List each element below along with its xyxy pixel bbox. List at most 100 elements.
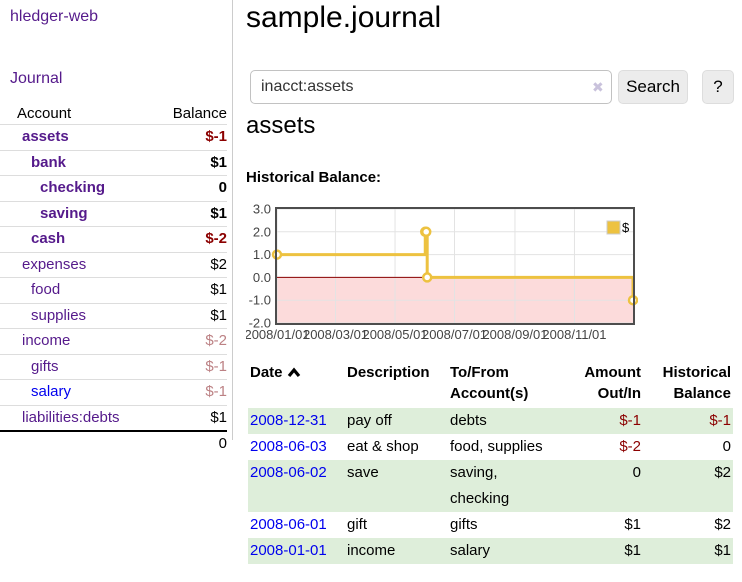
svg-text:2008/01/01: 2008/01/01 — [246, 327, 310, 342]
account-link[interactable]: assets — [22, 128, 69, 145]
transaction-date-link[interactable]: 2008-01-01 — [250, 542, 327, 559]
app-title-link[interactable]: hledger-web — [10, 8, 99, 25]
column-header-amount: Amount Out/In — [584, 364, 641, 402]
account-link[interactable]: supplies — [31, 306, 87, 324]
account-balance: $1 — [210, 153, 227, 171]
balance-column-header: Balance — [172, 105, 227, 122]
register-row: 2008-01-01 income salary $1 $1 — [248, 538, 733, 564]
search-input[interactable] — [250, 70, 612, 104]
svg-text:2008/07/01: 2008/07/01 — [422, 327, 487, 342]
sidebar: hledger-web Journal Account Balance asse… — [0, 0, 233, 452]
account-row-expenses: expenses $2 — [0, 251, 227, 278]
account-link[interactable]: gifts — [31, 357, 59, 375]
transaction-amount: $1 — [624, 516, 641, 533]
transaction-description: income — [347, 542, 396, 559]
sort-ascending-icon — [287, 363, 301, 384]
transaction-accounts: saving, checking — [450, 464, 510, 507]
account-link[interactable]: checking — [40, 179, 106, 196]
transaction-balance: $-1 — [709, 412, 731, 429]
account-link[interactable]: bank — [31, 153, 67, 171]
account-row-liabilities-debts: liabilities:debts $1 — [0, 404, 227, 431]
transaction-accounts: debts — [450, 412, 487, 429]
svg-text:2008/11/01: 2008/11/01 — [542, 327, 606, 342]
account-column-header: Account — [17, 105, 72, 122]
transaction-balance: $1 — [714, 542, 731, 559]
svg-text:1.0: 1.0 — [253, 247, 271, 262]
account-link[interactable]: income — [22, 332, 71, 349]
accounts-table-header: Account Balance — [0, 103, 227, 124]
register-table: Date Description To/From Account(s) Amou… — [248, 362, 733, 564]
accounts-table: Account Balance assets $-1 bank $1 check… — [0, 103, 227, 457]
account-row-gifts: gifts $-1 — [0, 353, 227, 380]
column-header-date-label: Date — [250, 364, 283, 381]
svg-text:2.0: 2.0 — [253, 224, 271, 239]
chart-canvas: $3.0 2.0 1.0 0.0 -1.0 -2.02008/01/012008/03/0… — [244, 202, 639, 342]
sidebar-item-journal[interactable]: Journal — [10, 70, 63, 87]
transaction-balance: 0 — [722, 438, 731, 455]
account-heading: assets — [246, 112, 316, 139]
account-balance: 0 — [218, 179, 227, 196]
account-link[interactable]: saving — [40, 204, 88, 222]
account-row-cash: cash $-2 — [0, 226, 227, 252]
column-header-description: Description — [347, 364, 430, 381]
transaction-accounts: food, supplies — [450, 438, 543, 455]
account-balance: $-1 — [205, 357, 227, 375]
account-balance: $1 — [210, 204, 227, 222]
account-row-saving: saving $1 — [0, 200, 227, 227]
account-row-checking: checking 0 — [0, 175, 227, 201]
account-link[interactable]: salary — [31, 383, 72, 400]
transaction-description: pay off — [347, 412, 392, 429]
account-link[interactable]: expenses — [22, 255, 87, 273]
account-balance: $1 — [210, 408, 227, 426]
account-link[interactable]: food — [31, 281, 61, 298]
svg-text:0.0: 0.0 — [253, 270, 271, 285]
transaction-amount: $-1 — [619, 412, 641, 429]
transaction-description: save — [347, 464, 379, 481]
register-row: 2008-06-01 gift gifts $1 $2 — [248, 512, 733, 538]
account-row-salary: salary $-1 — [0, 379, 227, 405]
accounts-total-row: 0 — [0, 430, 227, 457]
account-row-food: food $1 — [0, 277, 227, 303]
historical-balance-chart: $3.0 2.0 1.0 0.0 -1.0 -2.0 2008/01/01 2008/03/0… — [244, 202, 639, 344]
register-row: 2008-12-31 pay off debts $-1 $-1 — [248, 408, 733, 434]
transaction-date-link[interactable]: 2008-06-03 — [250, 438, 327, 455]
transaction-accounts: gifts — [450, 516, 478, 533]
transaction-amount: $-2 — [619, 438, 641, 455]
account-balance: $1 — [210, 306, 227, 324]
account-balance: $-2 — [205, 332, 227, 349]
account-link[interactable]: cash — [31, 230, 66, 247]
transaction-amount: $1 — [624, 542, 641, 559]
account-balance: $2 — [210, 255, 227, 273]
transaction-date-link[interactable]: 2008-06-01 — [250, 516, 327, 533]
svg-text:2008/05/01: 2008/05/01 — [362, 327, 427, 342]
transaction-date-link[interactable]: 2008-06-02 — [250, 464, 327, 481]
svg-text:-2.0: -2.0 — [249, 316, 271, 331]
account-row-income: income $-2 — [0, 328, 227, 354]
column-header-balance: Historical Balance — [662, 364, 731, 402]
svg-text:2008/09/01: 2008/09/01 — [482, 327, 547, 342]
help-button[interactable]: ? — [702, 70, 734, 104]
account-row-bank: bank $1 — [0, 149, 227, 176]
account-row-supplies: supplies $1 — [0, 302, 227, 329]
transaction-description: gift — [347, 516, 368, 533]
transaction-date-link[interactable]: 2008-12-31 — [250, 412, 327, 429]
chart-heading: Historical Balance: — [246, 169, 382, 186]
account-link[interactable]: liabilities:debts — [22, 408, 120, 426]
transaction-balance: $2 — [714, 464, 731, 481]
account-row-assets: assets $-1 — [0, 124, 227, 150]
account-balance: $-2 — [205, 230, 227, 247]
clear-search-icon[interactable]: ✖ — [592, 79, 604, 95]
svg-text:-1.0: -1.0 — [249, 293, 271, 308]
column-header-date[interactable]: Date — [248, 362, 345, 408]
register-row: 2008-06-03 eat & shop food, supplies $-2… — [248, 434, 733, 460]
register-row: 2008-06-02 save saving, checking 0 $2 — [248, 460, 733, 512]
register-header-row: Date Description To/From Account(s) Amou… — [248, 362, 733, 408]
column-header-accounts: To/From Account(s) — [450, 364, 529, 402]
search-button[interactable]: Search — [618, 70, 688, 104]
page-title: sample.journal — [246, 1, 442, 34]
transaction-accounts: salary — [450, 542, 491, 559]
transaction-description: eat & shop — [347, 438, 419, 455]
transaction-balance: $2 — [714, 516, 731, 533]
transaction-amount: 0 — [632, 464, 641, 481]
